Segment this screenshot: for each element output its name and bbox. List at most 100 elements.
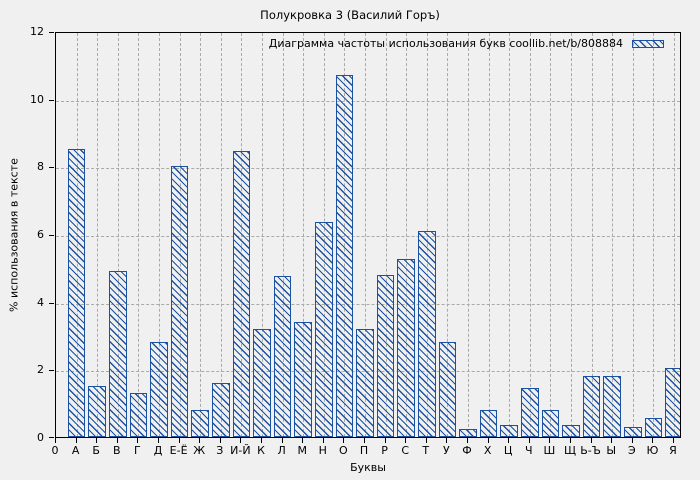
bar-Н	[315, 222, 333, 437]
bar-Щ	[562, 425, 580, 437]
x-tick-mark	[281, 438, 283, 443]
x-tick-label: К	[257, 444, 265, 457]
x-tick-mark	[508, 438, 510, 443]
x-tick-mark	[302, 438, 304, 443]
x-tick-label: С	[401, 444, 410, 457]
bar-Э	[624, 426, 642, 437]
x-tick-mark	[467, 438, 468, 443]
bar-Л	[273, 276, 292, 437]
legend-label: Диаграмма частоты использования букв coo…	[268, 37, 623, 50]
x-gridline	[220, 33, 222, 437]
x-tick-label: Ц	[503, 444, 513, 457]
bar-Ь-Ъ	[582, 376, 601, 437]
x-tick-label: Д	[153, 444, 163, 457]
x-gridline	[612, 33, 614, 437]
bar-Ж	[191, 409, 209, 437]
x-tick-mark	[178, 438, 180, 443]
y-gridline	[56, 303, 680, 305]
y-gridline	[56, 236, 680, 237]
y-tick-label: 2	[37, 363, 44, 377]
bar-З	[212, 382, 230, 437]
y-tick-mark	[49, 32, 54, 33]
x-gridline	[159, 33, 160, 437]
x-tick-label: Э	[627, 444, 636, 457]
x-gridline	[117, 33, 119, 437]
x-tick-label: В	[113, 444, 121, 457]
x-gridline	[632, 33, 634, 437]
x-gridline	[406, 33, 408, 437]
x-tick-label: Т	[422, 444, 430, 457]
bar-Ф	[459, 428, 477, 437]
y-tick-mark	[49, 235, 54, 236]
y-tick-label: 8	[37, 160, 44, 174]
x-tick-mark	[55, 438, 56, 443]
x-tick-mark	[425, 438, 427, 443]
x-tick-mark	[261, 438, 262, 443]
y-tick-mark	[49, 99, 54, 101]
bar-Х	[479, 409, 498, 437]
x-tick-label: Ч	[525, 444, 533, 457]
x-gridline	[509, 33, 511, 437]
x-tick-mark	[487, 438, 489, 443]
legend: Диаграмма частоты использования букв coo…	[269, 37, 664, 51]
x-gridline	[674, 33, 675, 437]
bar-Ю	[644, 418, 663, 437]
x-tick-label: И-Й	[230, 444, 251, 457]
x-gridline	[571, 33, 572, 437]
x-gridline	[200, 33, 202, 437]
x-tick-label: Н	[318, 444, 327, 457]
x-tick-label: 0	[51, 444, 59, 457]
x-tick-label: Е-Ё	[169, 444, 188, 457]
x-tick-mark	[631, 438, 633, 443]
x-gridline	[97, 33, 99, 437]
x-tick-label: Ы	[606, 444, 617, 457]
x-tick-mark	[652, 438, 654, 443]
y-tick-label: 0	[37, 431, 44, 444]
x-tick-mark	[364, 438, 365, 443]
x-gridline	[468, 33, 469, 437]
x-gridline	[447, 33, 449, 437]
x-tick-label: Ф	[462, 444, 472, 457]
x-tick-label: П	[359, 444, 369, 457]
chart-title: Полукровка 3 (Василий Горъ)	[260, 8, 440, 22]
x-gridline	[365, 33, 366, 437]
x-gridline	[138, 33, 140, 437]
x-tick-mark	[405, 438, 407, 443]
x-tick-mark	[446, 438, 448, 443]
x-gridline	[653, 33, 655, 437]
x-tick-mark	[322, 438, 324, 443]
x-tick-label: Б	[92, 444, 100, 457]
bar-Б	[88, 386, 106, 437]
x-tick-mark	[240, 438, 242, 443]
x-tick-mark	[384, 438, 386, 443]
x-tick-mark	[137, 438, 139, 443]
x-tick-label: М	[297, 444, 307, 457]
y-gridline	[56, 100, 680, 102]
x-gridline	[303, 33, 305, 437]
x-gridline	[529, 33, 531, 437]
x-tick-label: Ш	[543, 444, 556, 457]
x-tick-label: Р	[381, 444, 388, 457]
y-tick-label: 6	[37, 228, 44, 241]
x-tick-label: У	[443, 444, 450, 457]
bar-О	[335, 74, 354, 437]
x-tick-label: А	[71, 444, 80, 457]
y-tick-mark	[49, 437, 54, 438]
x-tick-label: Щ	[563, 444, 577, 457]
bar-Ч	[521, 387, 539, 437]
x-tick-mark	[75, 438, 77, 443]
x-tick-mark	[199, 438, 201, 443]
x-tick-mark	[96, 438, 98, 443]
bar-К	[253, 328, 271, 437]
x-tick-label: Л	[277, 444, 286, 457]
bar-Ы	[603, 376, 621, 437]
bar-М	[294, 321, 312, 437]
plot-area: Диаграмма частоты использования букв coo…	[55, 32, 681, 438]
x-tick-mark	[673, 438, 674, 443]
y-tick-label: 4	[37, 295, 44, 309]
bar-П	[356, 328, 374, 437]
bar-А	[67, 149, 86, 437]
bar-В	[109, 271, 127, 437]
x-tick-mark	[590, 438, 592, 443]
